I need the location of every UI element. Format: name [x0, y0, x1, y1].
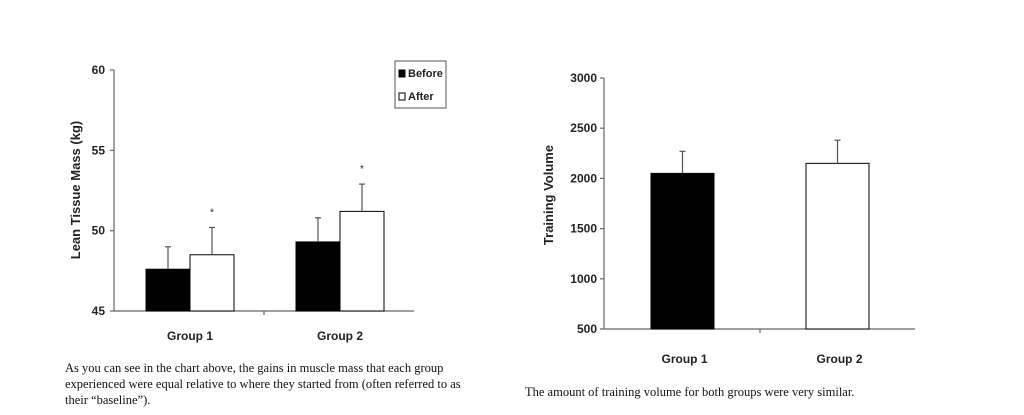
y-tick-label: 50: [92, 224, 106, 238]
y-tick-label: 3000: [570, 71, 597, 85]
y-tick-label: 1500: [570, 222, 597, 236]
legend-label-before: Before: [408, 68, 443, 80]
bar-group-2: [805, 162, 870, 330]
significance-marker: *: [360, 164, 364, 175]
bar-before: [295, 241, 341, 312]
x-tick-label: Group 1: [167, 329, 213, 343]
y-tick-label: 60: [92, 63, 106, 77]
left-chart-caption: As you can see in the chart above, the g…: [65, 361, 461, 407]
y-tick-label: 2500: [570, 121, 597, 135]
y-tick-label: 500: [577, 322, 597, 336]
bar-after: [339, 210, 385, 312]
y-axis-label: Training Volume: [541, 145, 556, 245]
y-tick-label: 55: [92, 143, 106, 157]
y-tick-label: 45: [92, 304, 106, 318]
significance-marker: *: [210, 207, 214, 218]
x-tick-label: Group 2: [816, 352, 862, 366]
y-tick-label: 2000: [570, 171, 597, 185]
legend-label-after: After: [408, 91, 434, 103]
bar-group-1: [650, 172, 715, 330]
bar-before: [145, 268, 191, 312]
x-tick-label: Group 2: [317, 329, 363, 343]
right-chart-caption: The amount of training volume for both g…: [525, 385, 855, 399]
y-tick-label: 1000: [570, 272, 597, 286]
bar-after: [189, 254, 235, 312]
x-tick-label: Group 1: [661, 352, 707, 366]
legend-swatch-before: [398, 69, 406, 78]
legend-swatch-after: [398, 92, 406, 101]
y-axis-label: Lean Tissue Mass (kg): [68, 121, 83, 259]
